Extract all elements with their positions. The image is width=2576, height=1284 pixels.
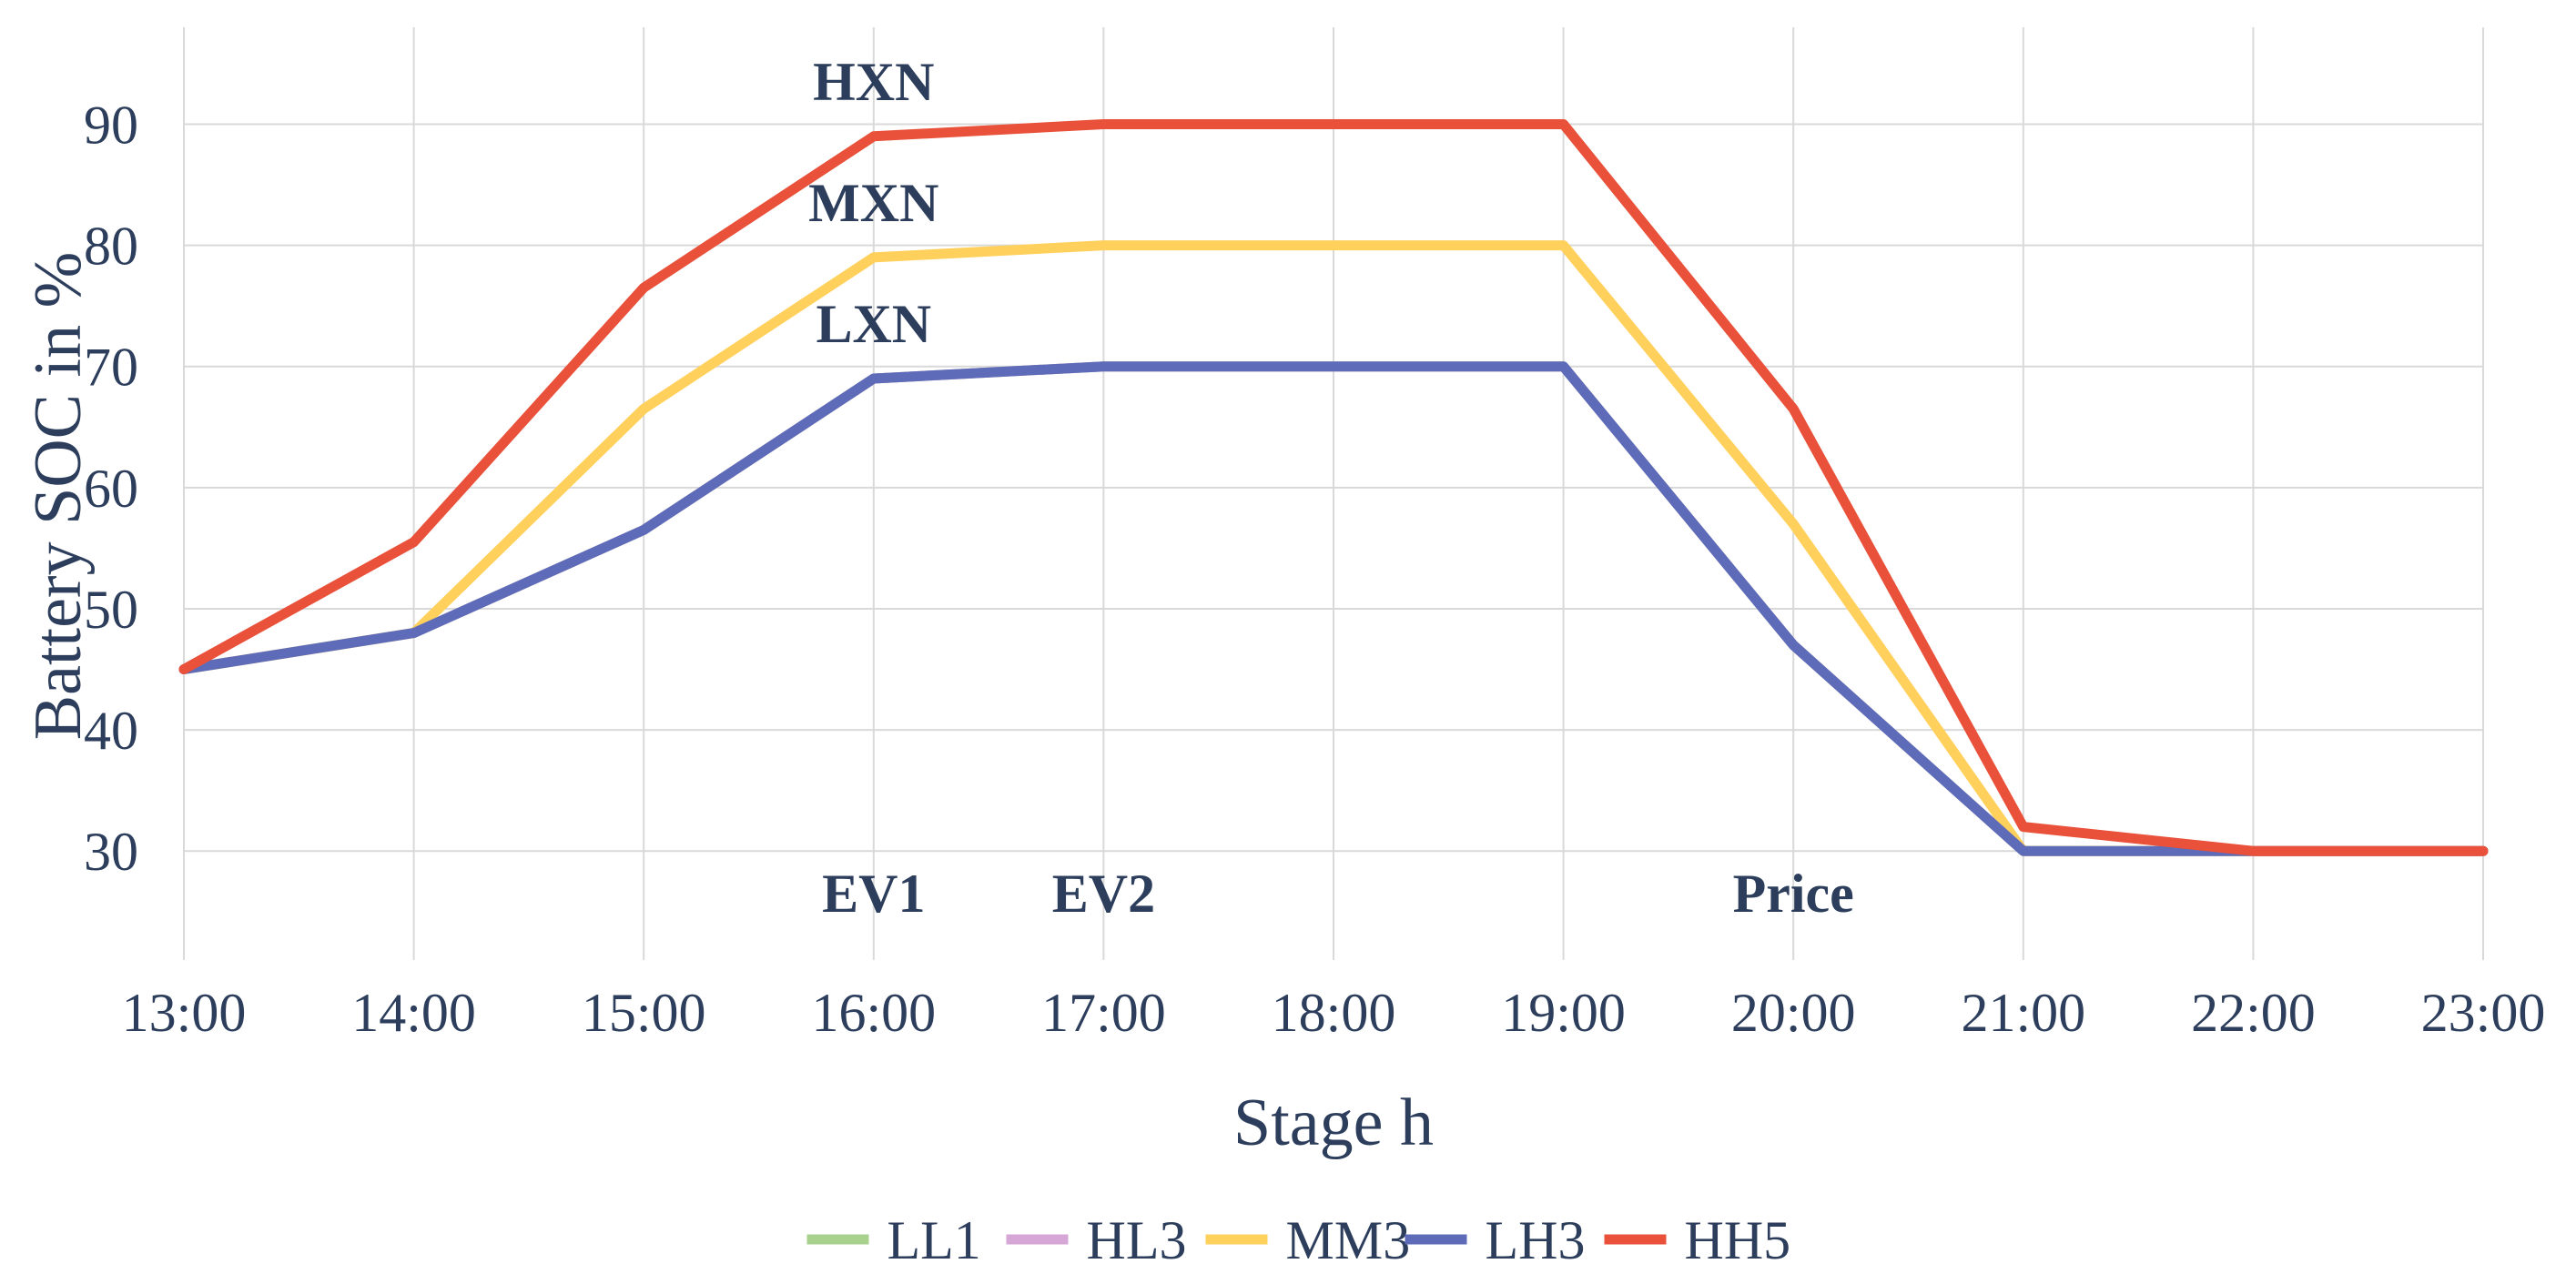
legend: LL1 HL3 MM3 LH3 HH5 [806,1210,1791,1270]
x-tick-label: 14:00 [351,983,476,1043]
y-tick-label: 90 [84,95,138,155]
x-tick-label: 16:00 [811,983,936,1043]
x-tick-label: 18:00 [1272,983,1396,1043]
x-tick-label: 19:00 [1501,983,1626,1043]
y-tick-label: 40 [84,701,138,761]
y-tick-label: 30 [84,822,138,882]
x-axis-title: Stage h [1233,1086,1434,1160]
annotation-price: Price [1733,864,1854,924]
y-axis-title: Battery SOC in % [21,252,96,740]
grid-lines [183,27,2484,960]
legend-label-hl3: HL3 [1087,1210,1187,1270]
y-tick-label: 60 [84,459,138,519]
annotation-ev2: EV2 [1052,864,1155,924]
x-tick-label: 22:00 [2191,983,2316,1043]
x-tick-label: 15:00 [582,983,706,1043]
x-tick-label: 21:00 [1961,983,2085,1043]
x-axis-ticks: 13:00 14:00 15:00 16:00 17:00 18:00 19:00 20:00… [122,983,2546,1043]
annotation-mxn: MXN [808,173,938,233]
series-line-hh5 [178,119,2489,856]
annotation-layer: HXN MXN LXN EV1 EV2 Price [808,52,1854,924]
legend-label-hh5: HH5 [1685,1210,1791,1270]
y-tick-label: 50 [84,580,138,640]
legend-label-lh3: LH3 [1486,1210,1586,1270]
annotation-hxn: HXN [813,52,934,112]
series-line-lh3 [178,361,2489,856]
series-layer [178,119,2489,856]
legend-label-ll1: LL1 [887,1210,981,1270]
x-tick-label: 17:00 [1041,983,1166,1043]
x-tick-label: 20:00 [1731,983,1856,1043]
y-tick-label: 80 [84,217,138,277]
legend-label-mm3: MM3 [1286,1210,1411,1270]
annotation-ev1: EV1 [822,864,925,924]
y-tick-label: 70 [84,338,138,398]
y-axis-ticks: 30 40 50 60 70 80 90 [84,95,138,882]
annotation-lxn: LXN [816,294,931,354]
x-tick-label: 23:00 [2421,983,2546,1043]
x-tick-label: 13:00 [122,983,247,1043]
